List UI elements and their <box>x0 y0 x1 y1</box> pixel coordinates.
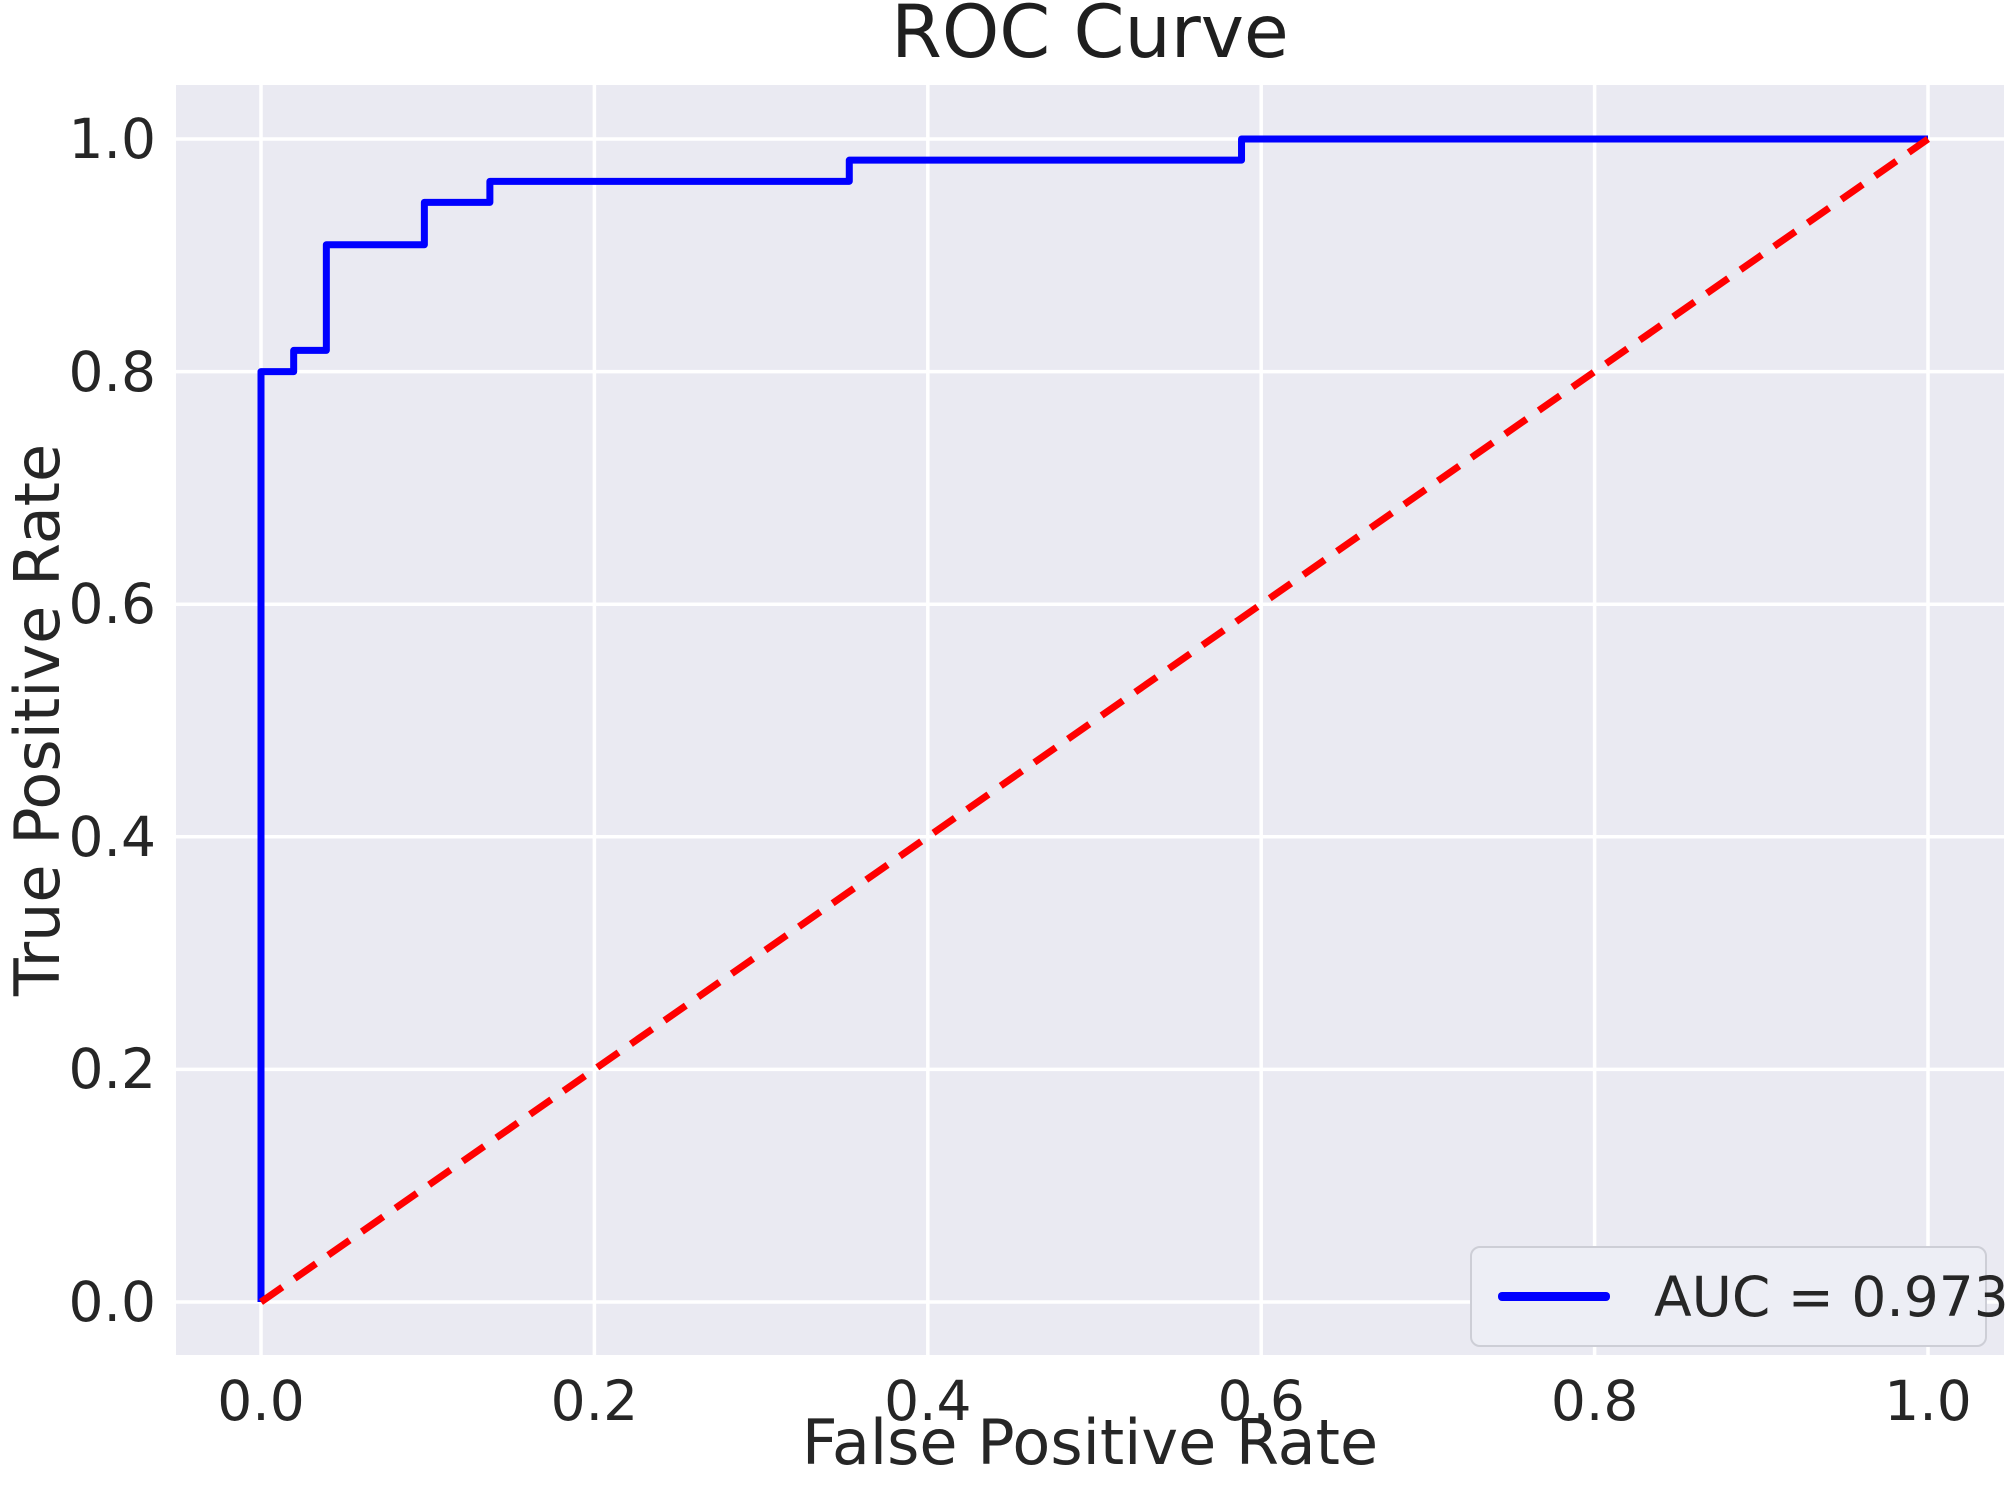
roc-curve-line <box>257 135 1928 1302</box>
legend-line-sample <box>1498 1292 1610 1301</box>
plot-area <box>176 85 2004 1355</box>
y-tick-label: 0.2 <box>68 1037 156 1102</box>
legend: AUC = 0.973 <box>1470 1246 2008 1347</box>
y-tick-label: 1.0 <box>68 107 156 171</box>
x-tick-label: 0.4 <box>884 1369 972 1433</box>
chance-diagonal-line <box>258 136 1931 1305</box>
y-tick-label: 0.4 <box>68 804 156 869</box>
y-tick-label: 0.6 <box>68 572 156 637</box>
plot-svg <box>176 85 2004 1355</box>
x-tick-label: 0.8 <box>1550 1369 1639 1433</box>
x-tick-label: 0.2 <box>550 1369 639 1433</box>
x-tick-label: 0.6 <box>1217 1369 1305 1433</box>
y-tick-label: 0.0 <box>68 1270 156 1334</box>
x-tick-label: 0.0 <box>217 1369 305 1433</box>
x-axis-label: False Positive Rate <box>801 1406 1379 1479</box>
x-tick-label: 1.0 <box>1884 1369 1972 1433</box>
y-tick-label: 0.8 <box>68 339 156 404</box>
y-axis-label: True Positive Rate <box>1 443 74 997</box>
chart-title: ROC Curve <box>891 0 1289 75</box>
legend-label: AUC = 0.973 <box>1654 1264 2008 1329</box>
